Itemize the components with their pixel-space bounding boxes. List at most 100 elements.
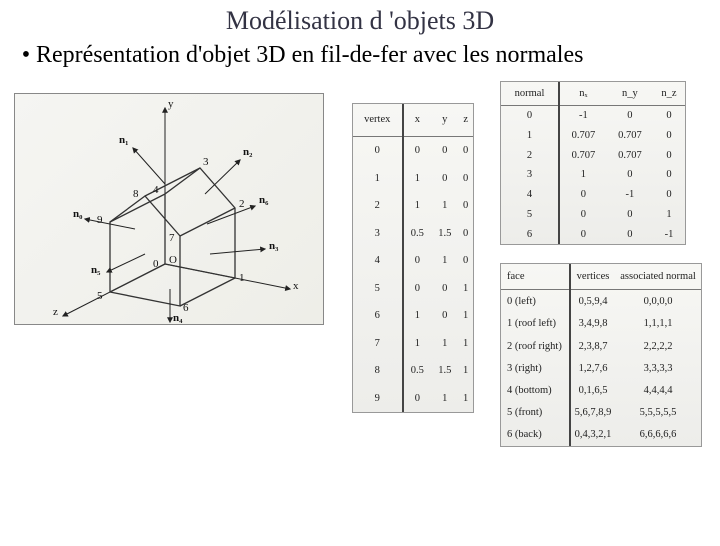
content-area: x y z O n₀ n₁ n₂ n₃ n₄ n₅ n₆ 0 1 2 3 4 5… [0, 77, 720, 507]
table-cell: 2 (roof right) [501, 335, 570, 357]
table-cell: 3 [501, 165, 559, 185]
table-cell: 6 (back) [501, 424, 570, 446]
table-header: x [403, 104, 432, 136]
table-cell: 1 (roof left) [501, 313, 570, 335]
table-cell: 0.707 [607, 125, 653, 145]
table-cell: 1,1,1,1 [615, 313, 701, 335]
table-cell: 1 [431, 384, 458, 412]
table-cell: 3,4,9,8 [570, 313, 615, 335]
table-row: 80.51.51 [353, 357, 473, 385]
table-cell: 0 [403, 136, 432, 164]
page-title: Modélisation d 'objets 3D [0, 6, 720, 36]
table-cell: 1 [431, 247, 458, 275]
v0: 0 [153, 258, 159, 270]
table-cell: 0 [458, 219, 473, 247]
table-cell: 0.5 [403, 357, 432, 385]
table-cell: 0,0,0,0 [615, 290, 701, 313]
table-cell: 3 (right) [501, 357, 570, 379]
table-cell: 3 [353, 219, 403, 247]
table-header: z [458, 104, 473, 136]
table-cell: 5 [501, 204, 559, 224]
table-row: 7111 [353, 329, 473, 357]
table-cell: 0 [607, 224, 653, 244]
table-cell: 0 [559, 224, 607, 244]
table-cell: 5,5,5,5,5 [615, 402, 701, 424]
table-row: 0000 [353, 136, 473, 164]
table-cell: 0 [353, 136, 403, 164]
table-cell: 1 [458, 384, 473, 412]
table-cell: 0 [653, 185, 685, 205]
table-cell: 0 [458, 192, 473, 220]
table-cell: 6 [353, 302, 403, 330]
table-row: 5 (front)5,6,7,8,95,5,5,5,5 [501, 402, 701, 424]
table-cell: 1 [458, 329, 473, 357]
table-cell: 1 [403, 329, 432, 357]
subtitle-text: Représentation d'objet 3D en fil-de-fer … [36, 42, 583, 68]
table-cell: 0 (left) [501, 290, 570, 313]
table-cell: 5 (front) [501, 402, 570, 424]
table-row: 20.7070.7070 [501, 145, 685, 165]
table-row: 6101 [353, 302, 473, 330]
table-cell: 1 [353, 164, 403, 192]
table-cell: 4 [501, 185, 559, 205]
table-row: 30.51.50 [353, 219, 473, 247]
vertex-table: vertexxyz00001100211030.51.5040105001610… [352, 103, 474, 413]
table-cell: 0 [403, 274, 432, 302]
table-cell: 0 [431, 136, 458, 164]
table-cell: 0 [431, 302, 458, 330]
table-cell: 0 [403, 247, 432, 275]
table-header: face [501, 264, 570, 290]
table-cell: 0 [458, 247, 473, 275]
table-cell: 5,6,7,8,9 [570, 402, 615, 424]
wireframe-diagram: x y z O n₀ n₁ n₂ n₃ n₄ n₅ n₆ 0 1 2 3 4 5… [14, 93, 324, 325]
table-row: 3100 [501, 165, 685, 185]
table-cell: 0 [607, 105, 653, 125]
table-cell: 1 [403, 192, 432, 220]
v5: 5 [97, 290, 103, 302]
table-row: 4 (bottom)0,1,6,54,4,4,4 [501, 379, 701, 401]
table-row: 4010 [353, 247, 473, 275]
v6: 6 [183, 302, 189, 314]
table-cell: -1 [559, 105, 607, 125]
table-cell: 0 [458, 136, 473, 164]
table-row: 6 (back)0,4,3,2,16,6,6,6,6 [501, 424, 701, 446]
v9: 9 [97, 214, 103, 226]
table-row: 1 (roof left)3,4,9,81,1,1,1 [501, 313, 701, 335]
table-cell: 0 [403, 384, 432, 412]
table-cell: 2 [353, 192, 403, 220]
table-row: 5001 [501, 204, 685, 224]
table-row: 3 (right)1,2,7,63,3,3,3 [501, 357, 701, 379]
normal-n3: n₃ [269, 240, 278, 252]
table-row: 2110 [353, 192, 473, 220]
table-row: 0 (left)0,5,9,40,0,0,0 [501, 290, 701, 313]
table-row: 0-100 [501, 105, 685, 125]
table-cell: 0 [431, 274, 458, 302]
table-cell: 7 [353, 329, 403, 357]
table-cell: -1 [607, 185, 653, 205]
table-cell: 0.707 [607, 145, 653, 165]
v4: 4 [153, 184, 159, 196]
table-cell: 0 [559, 204, 607, 224]
table-cell: 4 [353, 247, 403, 275]
table-header: vertices [570, 264, 615, 290]
axis-z-label: z [53, 306, 58, 318]
table-cell: 0 [607, 204, 653, 224]
v2: 2 [239, 198, 245, 210]
table-cell: 9 [353, 384, 403, 412]
axis-y-label: y [168, 98, 174, 110]
table-cell: 0 [501, 105, 559, 125]
table-cell: 0.707 [559, 145, 607, 165]
axis-x-label: x [293, 280, 299, 292]
table-cell: 0 [607, 165, 653, 185]
table-cell: 0 [559, 185, 607, 205]
table-cell: 0 [653, 145, 685, 165]
normal-n5: n₅ [91, 264, 100, 276]
table-cell: 1 [403, 302, 432, 330]
normal-n2: n₂ [243, 146, 252, 158]
table-cell: 4,4,4,4 [615, 379, 701, 401]
table-cell: 6,6,6,6,6 [615, 424, 701, 446]
table-row: 40-10 [501, 185, 685, 205]
table-cell: 4 (bottom) [501, 379, 570, 401]
table-cell: 2 [501, 145, 559, 165]
origin-label: O [169, 254, 177, 266]
